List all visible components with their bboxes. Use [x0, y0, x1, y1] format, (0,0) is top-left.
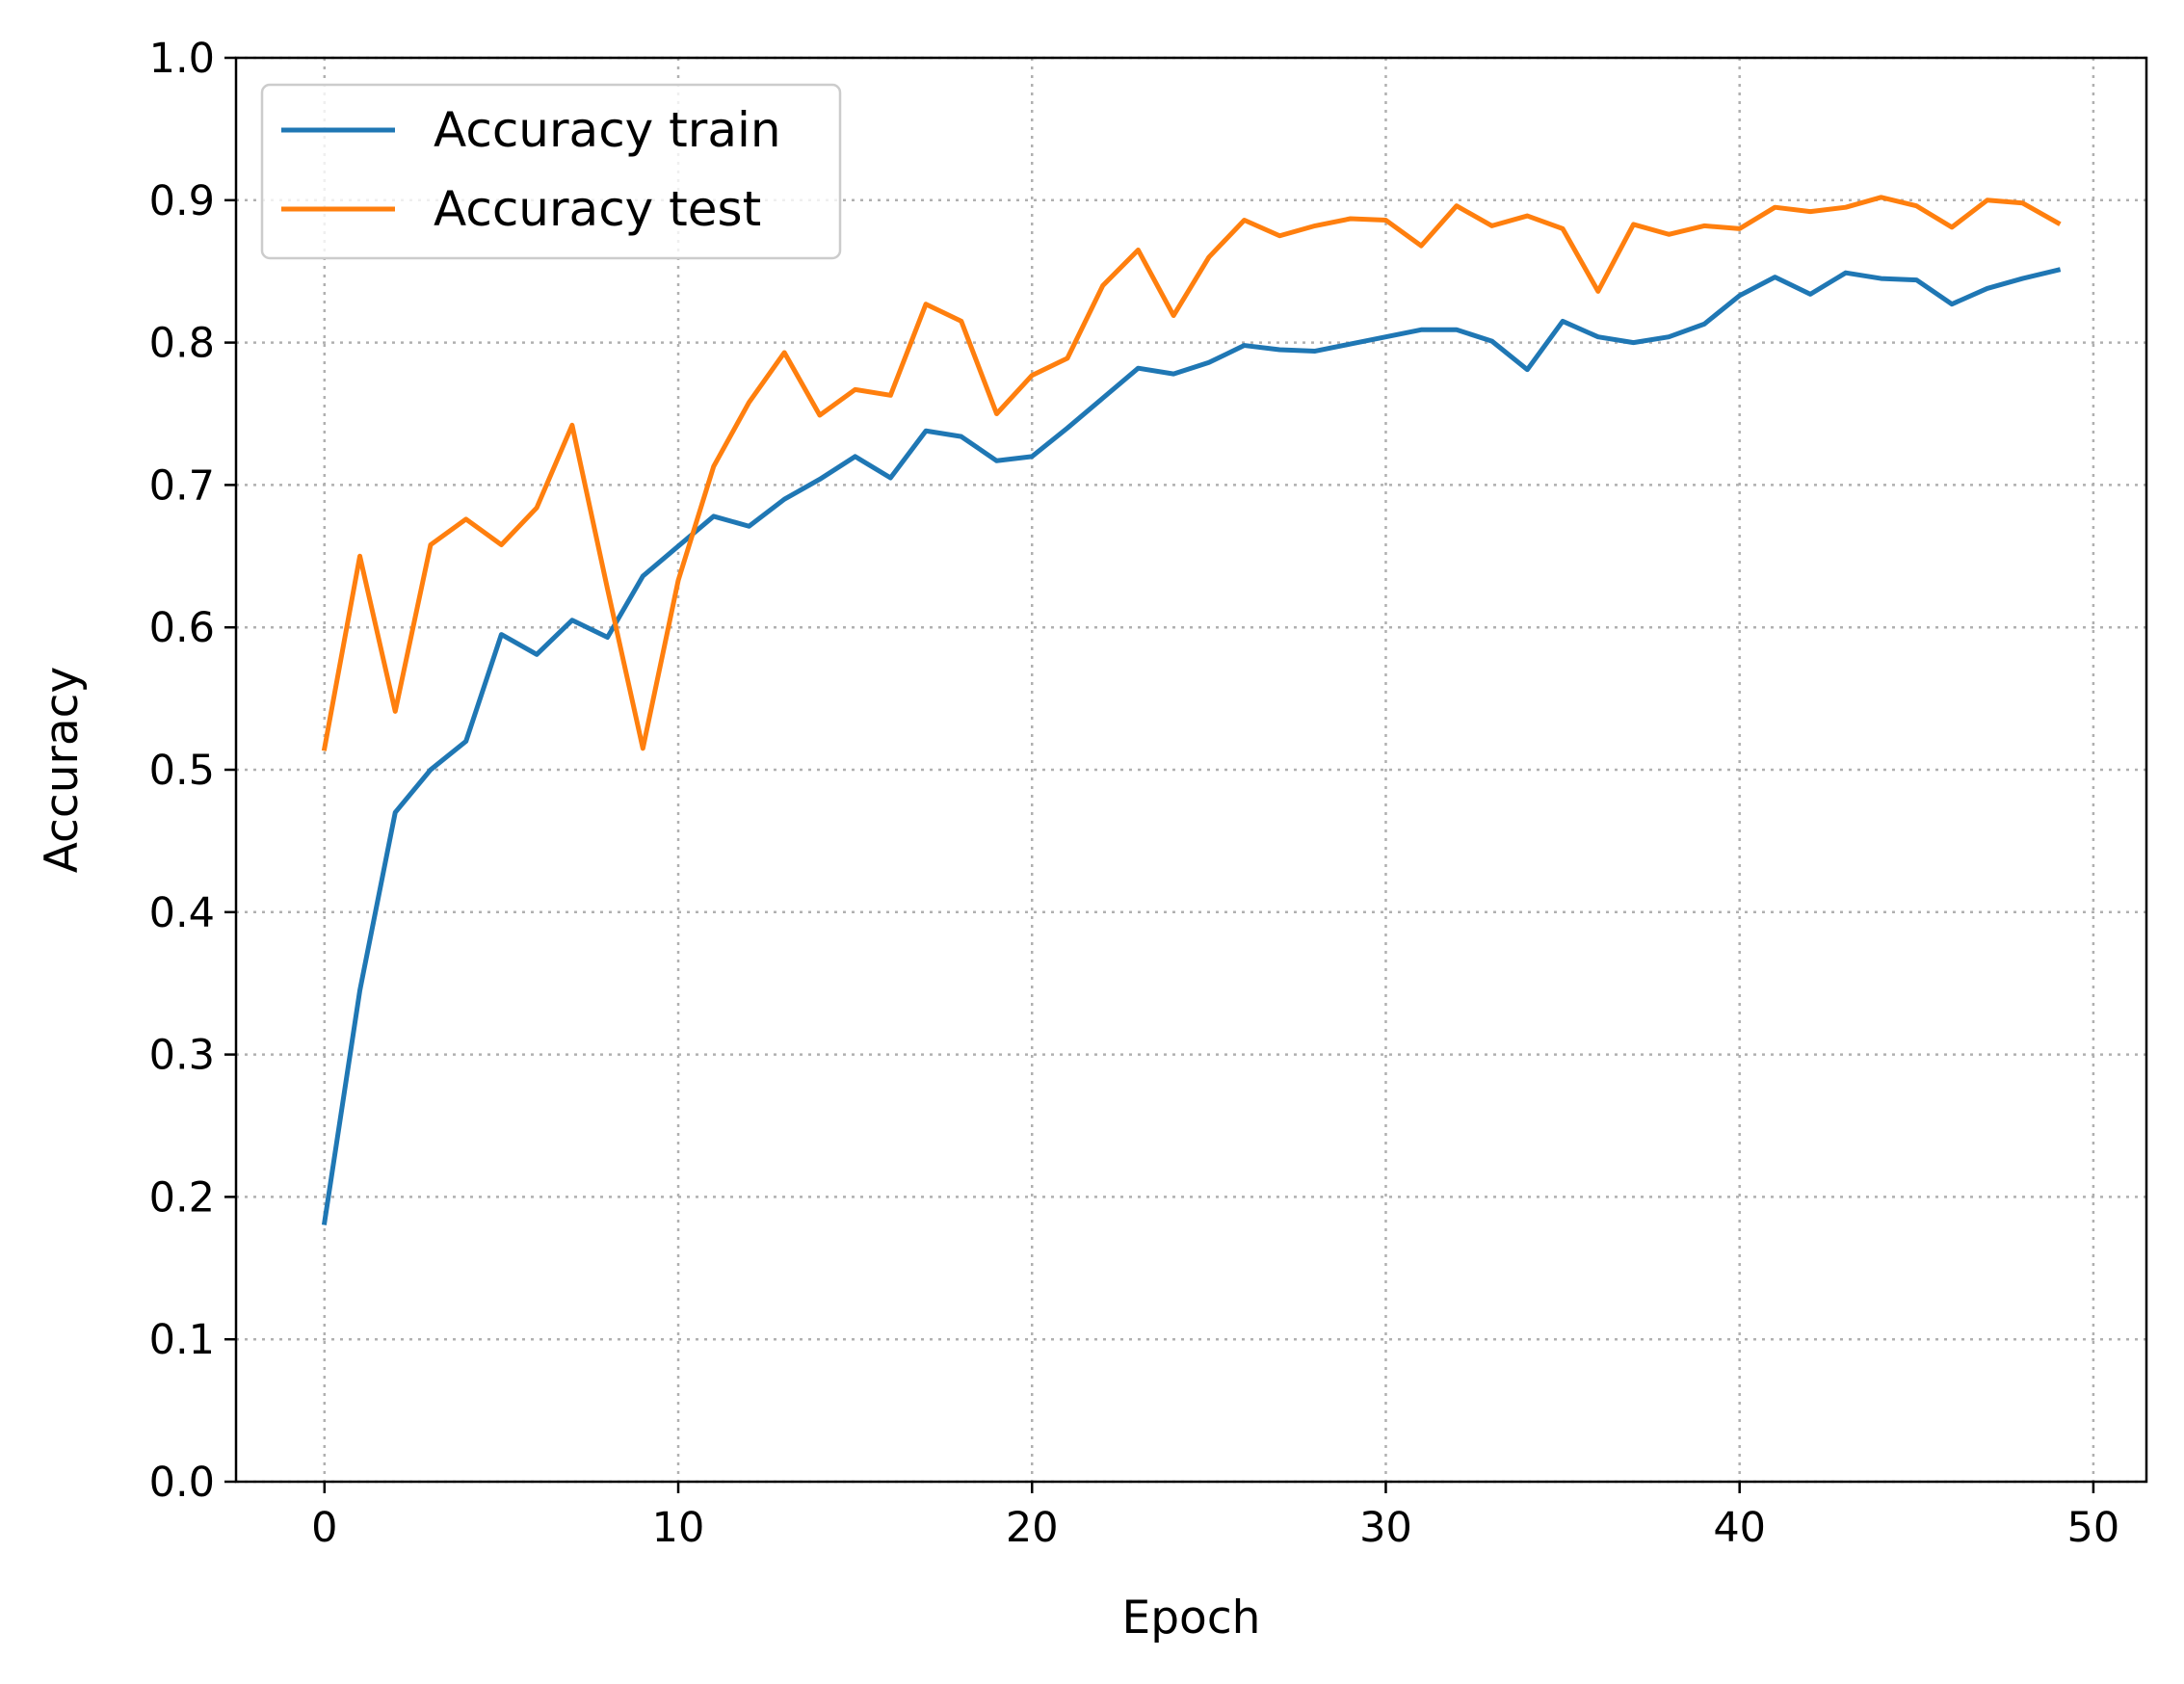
- x-tick-label: 20: [1006, 1504, 1059, 1552]
- y-axis-label: Accuracy: [36, 667, 89, 874]
- axis-ticks: 0 10 20 30 40 50 0.0 0.1 0.2 0.3 0.4 0.5 0.6 0.7 0.8 0.…: [149, 35, 2120, 1552]
- y-tick-label: 0.0: [149, 1459, 215, 1507]
- y-tick-label: 0.7: [149, 461, 215, 510]
- legend: Accuracy train Accuracy test: [260, 83, 842, 260]
- y-tick-label: 0.5: [149, 747, 215, 795]
- x-tick-label: 50: [2067, 1504, 2120, 1552]
- legend-label-train: Accuracy train: [434, 102, 781, 158]
- y-tick-label: 0.6: [149, 604, 215, 652]
- x-axis-label: Epoch: [1122, 1592, 1261, 1645]
- legend-box: [260, 83, 842, 260]
- y-tick-label: 0.8: [149, 320, 215, 368]
- series-line-train: [321, 267, 2062, 1225]
- series-line-test: [321, 195, 2062, 751]
- y-tick-label: 1.0: [149, 35, 215, 83]
- y-tick-label: 0.9: [149, 177, 215, 225]
- y-tick-label: 0.3: [149, 1032, 215, 1080]
- x-tick-label: 30: [1359, 1504, 1412, 1552]
- legend-label-test: Accuracy test: [434, 181, 761, 237]
- y-tick-label: 0.4: [149, 889, 215, 937]
- x-tick-label: 40: [1713, 1504, 1766, 1552]
- y-tick-label: 0.2: [149, 1173, 215, 1222]
- y-tick-label: 0.1: [149, 1316, 215, 1364]
- x-tick-label: 10: [652, 1504, 705, 1552]
- series-group: [321, 195, 2062, 1225]
- x-tick-label: 0: [311, 1504, 337, 1552]
